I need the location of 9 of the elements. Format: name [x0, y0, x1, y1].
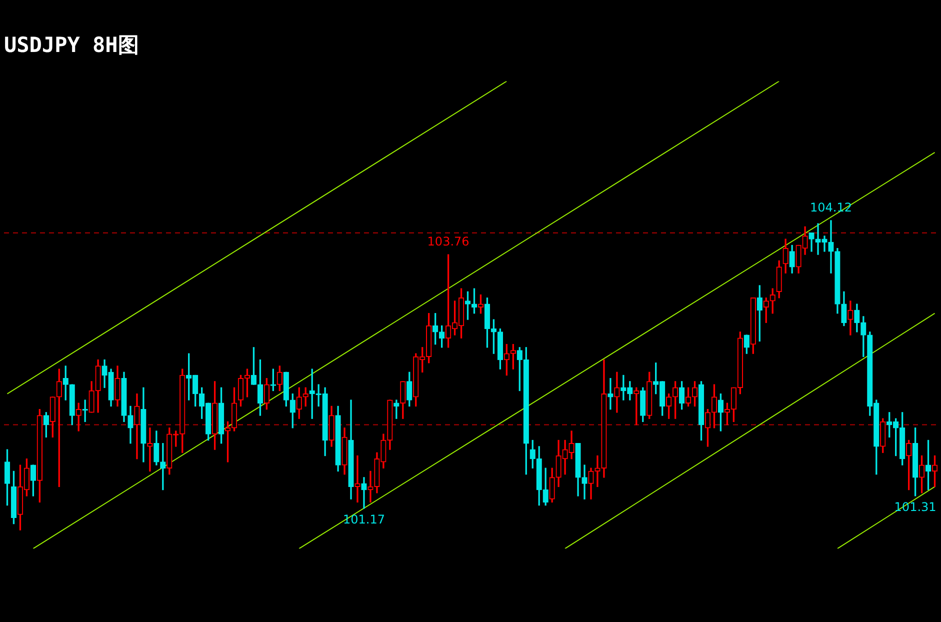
candlestick [354, 455, 360, 502]
chart-title: USDJPY 8H图 [4, 33, 139, 58]
candlestick [614, 372, 620, 413]
annotation: 101.17 [342, 512, 385, 526]
candlestick [608, 378, 614, 410]
candlestick [361, 477, 367, 509]
candlestick [582, 464, 588, 500]
candlestick [147, 428, 153, 472]
annotation: 103.76 [427, 234, 470, 249]
